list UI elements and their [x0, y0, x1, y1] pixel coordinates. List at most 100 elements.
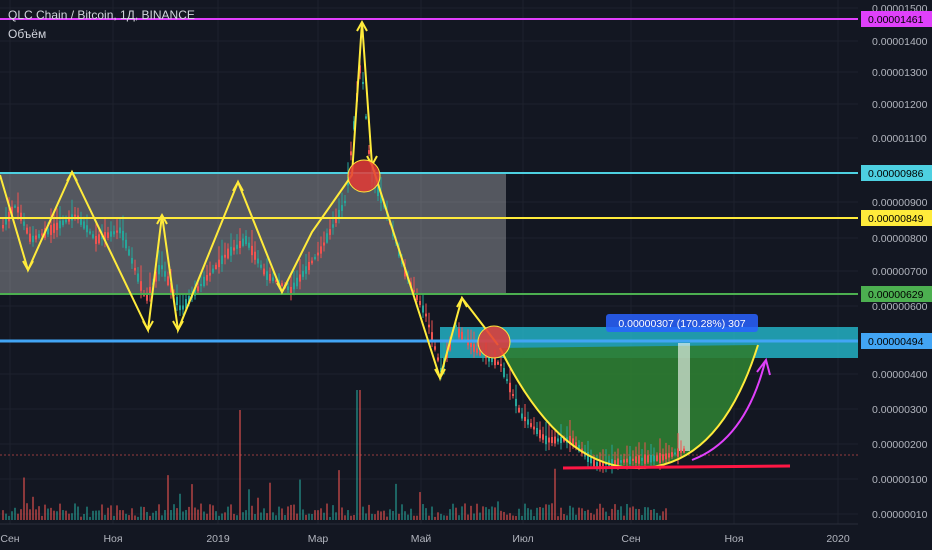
- volume-bar: [146, 511, 148, 520]
- volume-bar: [350, 515, 352, 520]
- y-tick-label: 0.00001200: [872, 99, 928, 111]
- volume-bar: [164, 510, 166, 520]
- volume-bar: [431, 506, 433, 520]
- volume-bar: [407, 514, 409, 520]
- volume-bar: [509, 513, 511, 520]
- candle-body: [95, 236, 97, 244]
- volume-bar: [341, 507, 343, 520]
- candle-body: [554, 436, 556, 444]
- candle-body: [224, 254, 226, 258]
- candle-body: [617, 458, 619, 466]
- candle-body: [80, 217, 82, 225]
- volume-bar: [215, 511, 217, 520]
- candle-body: [179, 305, 181, 311]
- volume-bar: [179, 493, 181, 520]
- volume-bar: [269, 482, 271, 520]
- volume-bar: [191, 484, 193, 520]
- candle-body: [545, 435, 547, 445]
- x-tick-label: Ноя: [103, 533, 122, 545]
- arrow-head: [276, 282, 288, 295]
- candle-body: [533, 426, 535, 430]
- candle-body: [563, 438, 565, 442]
- volume-bar: [296, 513, 298, 520]
- volume-bar: [230, 504, 232, 520]
- volume-bar: [353, 514, 355, 520]
- volume-bar: [197, 509, 199, 520]
- volume-bar: [515, 516, 517, 520]
- candle-body: [188, 296, 190, 304]
- volume-bar: [335, 512, 337, 520]
- candle-body: [236, 244, 238, 249]
- volume-bar: [35, 509, 37, 520]
- candle-body: [269, 274, 271, 281]
- candle-body: [488, 354, 490, 362]
- candle-body: [113, 231, 115, 235]
- candle-body: [587, 452, 589, 462]
- candle-body: [227, 248, 229, 259]
- volume-bar: [566, 515, 568, 520]
- candle-body: [611, 458, 613, 467]
- x-tick-label: Ноя: [724, 533, 743, 545]
- candle-body: [62, 220, 64, 226]
- volume-bar: [47, 508, 49, 520]
- candle-body: [521, 413, 523, 419]
- volume-bar: [482, 506, 484, 520]
- projection-arrow: [691, 361, 766, 461]
- candle-body: [212, 268, 214, 273]
- candle-body: [92, 234, 94, 239]
- volume-bar: [551, 503, 553, 520]
- candle-body: [101, 236, 103, 240]
- price-badge-label: 0.00000629: [868, 289, 924, 301]
- volume-bar: [74, 503, 76, 520]
- candle-body: [362, 81, 364, 85]
- candle-body: [506, 378, 508, 382]
- candle-body: [125, 239, 127, 249]
- volume-bar: [254, 514, 256, 520]
- volume-bar: [524, 503, 526, 520]
- projection-arrow-head: [756, 357, 771, 376]
- y-tick-label: 0.00000900: [872, 197, 928, 209]
- volume-bar: [233, 513, 235, 520]
- volume-bar: [476, 503, 478, 520]
- candle-body: [572, 438, 574, 446]
- volume-bar: [89, 516, 91, 520]
- volume-bar: [521, 515, 523, 520]
- candle-body: [461, 331, 463, 341]
- volume-bar: [518, 508, 520, 520]
- volume-bar: [587, 509, 589, 520]
- volume-bar: [581, 508, 583, 520]
- support-line: [562, 464, 791, 470]
- candle-body: [107, 232, 109, 239]
- volume-bar: [20, 509, 22, 520]
- volume-bar: [110, 505, 112, 520]
- candle-body: [674, 452, 676, 455]
- candle-body: [104, 232, 106, 241]
- candle-body: [614, 460, 616, 465]
- volume-bar: [212, 505, 214, 520]
- volume-bar: [134, 515, 136, 520]
- volume-bar: [50, 507, 52, 520]
- range-box: [0, 173, 506, 294]
- candle-body: [131, 257, 133, 264]
- candle-body: [245, 235, 247, 245]
- volume-bar: [614, 504, 616, 520]
- volume-bar: [41, 515, 43, 520]
- volume-label: Объём: [8, 27, 47, 41]
- volume-bar: [293, 504, 295, 520]
- candle-body: [434, 346, 436, 350]
- price-badge-label: 0.00000494: [868, 336, 924, 348]
- volume-bar: [77, 506, 79, 520]
- candle-body: [68, 216, 70, 222]
- volume-bar: [377, 510, 379, 520]
- candle-body: [431, 332, 433, 342]
- candle-body: [281, 283, 283, 287]
- volume-bar: [632, 506, 634, 520]
- candle-body: [296, 277, 298, 287]
- volume-bar: [545, 504, 547, 520]
- candle-body: [500, 363, 502, 367]
- volume-bar: [644, 507, 646, 520]
- candle-body: [110, 231, 112, 237]
- volume-bar: [575, 514, 577, 520]
